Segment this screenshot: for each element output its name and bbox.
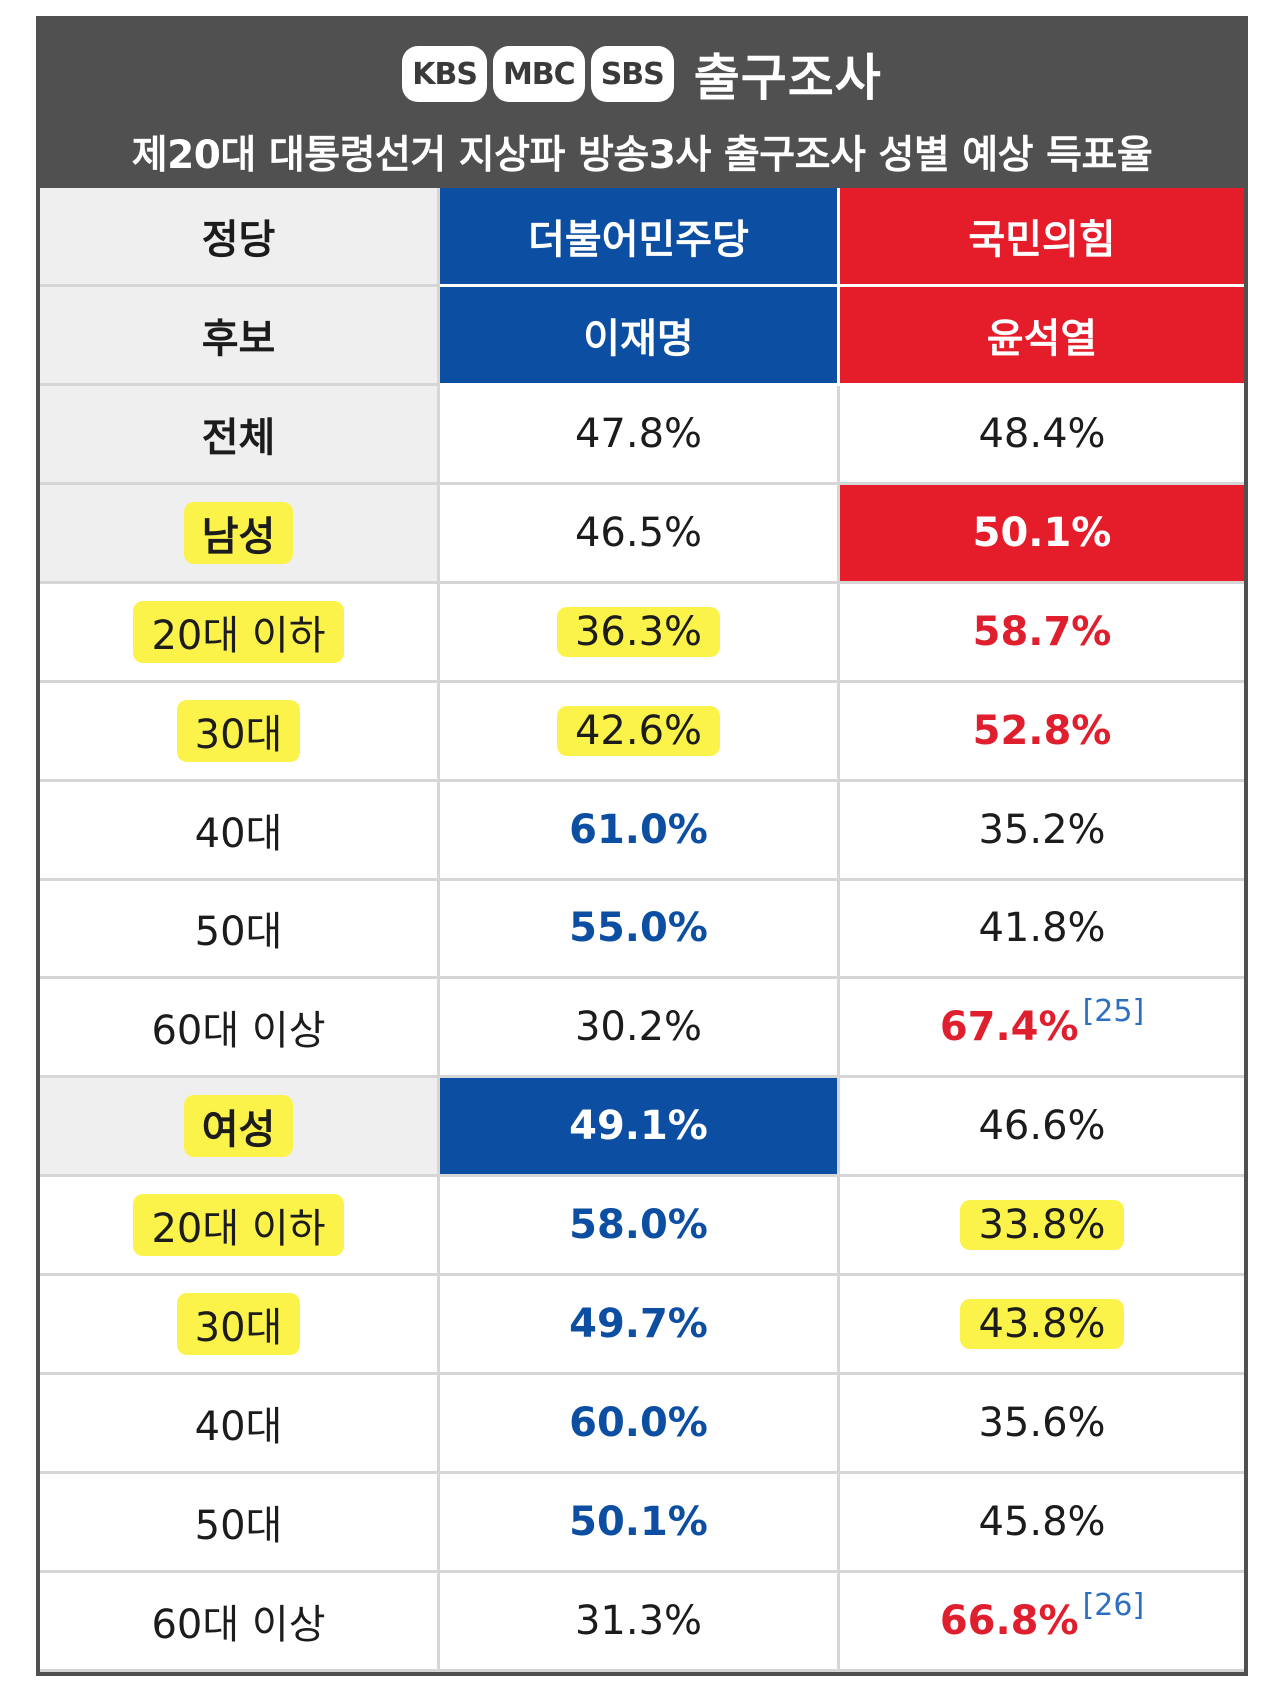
row-label-text: 전체 xyxy=(201,414,276,461)
row-label: 전체 xyxy=(40,385,440,485)
ppp-value: 33.8% xyxy=(840,1177,1244,1277)
dem-value: 60.0% xyxy=(440,1375,840,1475)
dem-value-text: 50.1% xyxy=(569,1499,708,1546)
dem-value: 36.3% xyxy=(440,583,840,683)
dem-value-text: 36.3% xyxy=(556,606,721,657)
row-label-text: 30대 xyxy=(176,1293,301,1356)
row-label-text: 30대 xyxy=(176,699,301,762)
row-label-text: 40대 xyxy=(194,1404,283,1451)
ppp-value-text: 46.6% xyxy=(978,1103,1106,1150)
ppp-value-text: 66.8% xyxy=(939,1598,1079,1645)
broadcaster-logos: KBS MBC SBS 출구조사 xyxy=(40,42,1244,107)
ppp-value: 43.8% xyxy=(840,1276,1244,1376)
banner: KBS MBC SBS 출구조사 제20대 대통령선거 지상파 방송3사 출구조… xyxy=(40,16,1244,188)
candidate-democratic: 이재명 xyxy=(440,286,840,386)
dem-value-text: 46.5% xyxy=(574,509,703,556)
party-ppp: 국민의힘 xyxy=(840,188,1244,287)
ppp-value-text: 52.8% xyxy=(972,707,1112,754)
ppp-value: 35.6% xyxy=(840,1375,1244,1475)
banner-title: 출구조사 xyxy=(693,49,882,107)
row-label: 여성 xyxy=(40,1078,440,1178)
row-label: 남성 xyxy=(40,484,440,584)
vote-share-table: 정당 더불어민주당 국민의힘 후보 이재명 윤석열 전체 47.8% 48.4%… xyxy=(40,188,1244,1672)
dem-value-text: 30.2% xyxy=(574,1004,703,1051)
row-label-text: 남성 xyxy=(183,501,294,564)
row-label: 30대 xyxy=(40,1276,440,1376)
dem-value: 30.2% xyxy=(440,979,840,1079)
row-label-text: 20대 이하 xyxy=(133,1194,344,1257)
ppp-value: 52.8% xyxy=(840,683,1244,782)
dem-value: 49.1% xyxy=(440,1078,840,1178)
row-label: 40대 xyxy=(40,1375,440,1475)
footnote-link[interactable]: [26] xyxy=(1082,1587,1145,1623)
ppp-value-text: 43.8% xyxy=(960,1299,1124,1350)
row-label: 60대 이상 xyxy=(40,1573,440,1672)
row-label: 50대 xyxy=(40,880,440,980)
dem-value-text: 49.7% xyxy=(569,1301,708,1348)
row-label-text: 40대 xyxy=(194,810,283,857)
ppp-value-text: 33.8% xyxy=(960,1200,1124,1251)
party-democratic: 더불어민주당 xyxy=(440,188,840,287)
dem-value-text: 42.6% xyxy=(556,705,721,756)
row-label: 30대 xyxy=(40,682,440,782)
ppp-value: 58.7% xyxy=(840,584,1244,683)
row-label: 50대 xyxy=(40,1474,440,1574)
row-label-text: 여성 xyxy=(183,1095,294,1158)
dem-value-text: 31.3% xyxy=(574,1598,703,1645)
dem-value-text: 61.0% xyxy=(569,806,708,853)
ppp-value: 67.4% [25] xyxy=(840,979,1244,1079)
ppp-value-text: 35.2% xyxy=(978,806,1106,853)
ppp-value-text: 50.1% xyxy=(972,509,1112,556)
candidate-header-label: 후보 xyxy=(40,286,440,386)
dem-value: 49.7% xyxy=(440,1276,840,1376)
dem-value: 61.0% xyxy=(440,781,840,881)
row-label: 40대 xyxy=(40,781,440,881)
dem-value: 46.5% xyxy=(440,484,840,584)
ppp-value-text: 45.8% xyxy=(978,1499,1106,1546)
dem-value-text: 49.1% xyxy=(569,1103,708,1150)
candidate-ppp: 윤석열 xyxy=(840,286,1244,386)
dem-value-text: 58.0% xyxy=(569,1202,708,1249)
row-label-text: 60대 이상 xyxy=(151,1602,326,1649)
ppp-value: 48.4% xyxy=(840,386,1244,485)
dem-value-text: 55.0% xyxy=(569,905,708,952)
footnote-link[interactable]: [25] xyxy=(1082,993,1145,1029)
ppp-value: 50.1% xyxy=(840,484,1244,584)
banner-subtitle: 제20대 대통령선거 지상파 방송3사 출구조사 성별 예상 득표율 xyxy=(131,133,1153,178)
ppp-value: 41.8% xyxy=(840,881,1244,980)
dem-value: 42.6% xyxy=(440,682,840,782)
dem-value: 31.3% xyxy=(440,1573,840,1672)
exit-poll-graphic: KBS MBC SBS 출구조사 제20대 대통령선거 지상파 방송3사 출구조… xyxy=(36,16,1248,1676)
ppp-value: 46.6% xyxy=(840,1078,1244,1178)
row-label: 20대 이하 xyxy=(40,583,440,683)
ppp-value-text: 58.7% xyxy=(972,608,1112,655)
dem-value: 47.8% xyxy=(440,385,840,485)
dem-value: 58.0% xyxy=(440,1177,840,1277)
row-label-text: 20대 이하 xyxy=(133,600,344,663)
dem-value: 55.0% xyxy=(440,880,840,980)
ppp-value-text: 35.6% xyxy=(978,1400,1106,1447)
row-label-text: 60대 이상 xyxy=(151,1008,326,1055)
sbs-logo: SBS xyxy=(590,46,674,102)
kbs-logo: KBS xyxy=(402,46,487,102)
ppp-value-text: 48.4% xyxy=(978,410,1106,457)
row-label: 60대 이상 xyxy=(40,979,440,1079)
mbc-logo: MBC xyxy=(492,46,585,102)
dem-value-text: 60.0% xyxy=(569,1400,708,1447)
dem-value: 50.1% xyxy=(440,1474,840,1574)
ppp-value-text: 67.4% xyxy=(939,1004,1079,1051)
ppp-value: 35.2% xyxy=(840,782,1244,881)
party-header-label: 정당 xyxy=(40,188,440,287)
ppp-value: 45.8% xyxy=(840,1474,1244,1574)
row-label: 20대 이하 xyxy=(40,1177,440,1277)
dem-value-text: 47.8% xyxy=(574,410,703,457)
row-label-text: 50대 xyxy=(194,1503,283,1550)
ppp-value: 66.8% [26] xyxy=(840,1573,1244,1672)
ppp-value-text: 41.8% xyxy=(978,905,1106,952)
row-label-text: 50대 xyxy=(194,909,283,956)
